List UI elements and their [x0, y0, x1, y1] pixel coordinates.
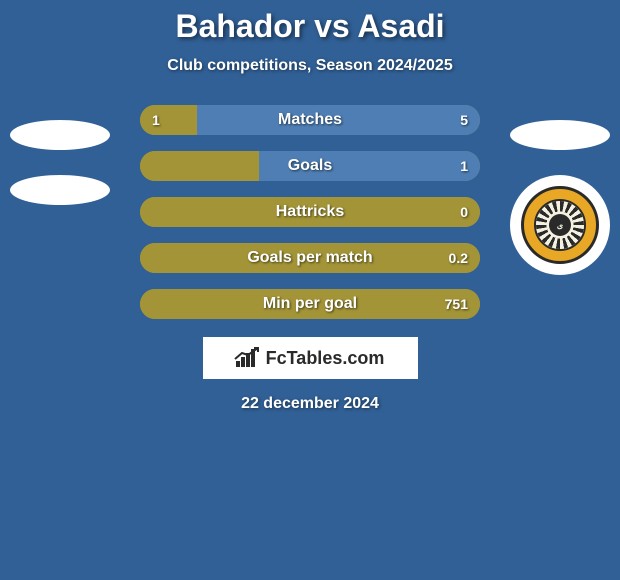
stat-label: Hattricks — [140, 197, 480, 227]
stat-right-value: 751 — [445, 289, 468, 319]
stat-right-value: 1 — [460, 151, 468, 181]
stat-label: Min per goal — [140, 289, 480, 319]
subtitle: Club competitions, Season 2024/2025 — [0, 57, 620, 75]
stat-right-value: 0.2 — [449, 243, 468, 273]
player-avatar-left — [10, 120, 110, 150]
stats-bars: 1 Matches 5 Goals 1 Hattricks 0 Goals pe… — [140, 105, 480, 319]
chart-icon — [236, 349, 260, 367]
left-avatars — [10, 120, 110, 230]
club-badge-right: ی — [510, 175, 610, 275]
logo-text: FcTables.com — [266, 348, 385, 369]
stat-row: Goals 1 — [140, 151, 480, 181]
stat-right-value: 0 — [460, 197, 468, 227]
stat-label: Goals per match — [140, 243, 480, 273]
stat-label: Goals — [140, 151, 480, 181]
page-title: Bahador vs Asadi — [0, 0, 620, 45]
stat-right-value: 5 — [460, 105, 468, 135]
stat-row: Goals per match 0.2 — [140, 243, 480, 273]
stat-row: Min per goal 751 — [140, 289, 480, 319]
player-avatar-right — [510, 120, 610, 150]
right-avatars: ی — [510, 120, 610, 275]
stat-label: Matches — [140, 105, 480, 135]
site-logo: FcTables.com — [203, 337, 418, 379]
date-text: 22 december 2024 — [0, 395, 620, 413]
stat-row: 1 Matches 5 — [140, 105, 480, 135]
club-avatar-left — [10, 175, 110, 205]
stat-row: Hattricks 0 — [140, 197, 480, 227]
